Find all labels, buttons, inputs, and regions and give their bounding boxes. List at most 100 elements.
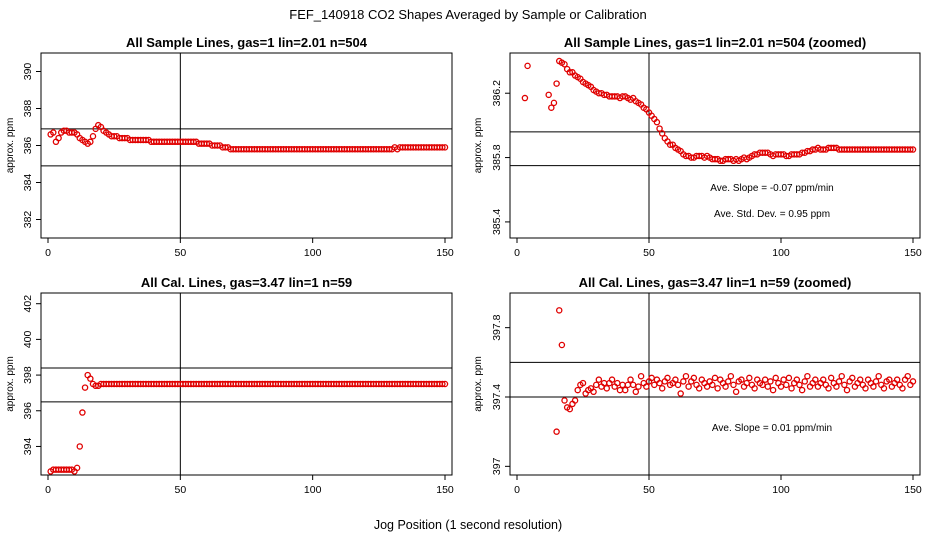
data-point [843, 386, 851, 394]
data-point [801, 378, 809, 385]
y-tick-label: 397 [491, 457, 503, 475]
x-tick-label: 150 [904, 484, 922, 496]
data-point [767, 378, 774, 385]
x-tick-label: 150 [436, 484, 454, 496]
y-tick-label: 386.2 [491, 80, 503, 106]
y-tick-label: 394 [22, 438, 34, 456]
data-point [904, 372, 911, 380]
annotation-text: Ave. Std. Dev. = 0.95 ppm [714, 209, 830, 220]
data-point [386, 145, 393, 153]
y-tick-label: 384 [22, 174, 34, 192]
data-point [566, 69, 574, 76]
data-point [441, 144, 449, 151]
data-point [870, 383, 877, 390]
x-tick-label: 50 [174, 247, 186, 259]
x-tick-label: 0 [514, 247, 520, 259]
data-point [769, 386, 777, 394]
data-point [880, 385, 888, 392]
data-point [677, 390, 684, 397]
data-point [50, 129, 57, 136]
data-point [608, 376, 616, 383]
data-point [653, 118, 661, 126]
chart-title: All Cal. Lines, gas=3.47 lin=1 n=59 (zoo… [579, 275, 852, 290]
data-point [439, 144, 446, 151]
data-point [658, 385, 666, 392]
data-point [553, 428, 560, 435]
data-point [761, 376, 769, 383]
y-tick-label: 385.8 [491, 144, 503, 170]
plot-frame [40, 292, 453, 476]
figure-xlabel: Jog Position (1 second resolution) [374, 518, 562, 532]
data-point [550, 99, 558, 107]
chart-panel-1: All Sample Lines, gas=1 lin=2.01 n=504 ap… [5, 35, 454, 259]
data-point [555, 307, 563, 314]
data-point [73, 464, 81, 472]
plot-frame [40, 52, 453, 239]
data-point [439, 380, 446, 388]
data-point [751, 385, 758, 392]
y-tick-label: 402 [22, 295, 34, 313]
data-point [825, 385, 832, 392]
data-point [783, 381, 790, 389]
figure-title: FEF_140918 CO2 Shapes Averaged by Sample… [289, 7, 646, 22]
data-point [87, 375, 94, 382]
data-point [579, 379, 587, 387]
data-point [680, 378, 687, 385]
y-axis-label: approx. ppm [5, 356, 16, 412]
plot-frame [509, 292, 921, 476]
data-point [909, 378, 917, 385]
plot-frame [509, 52, 921, 239]
data-point [780, 376, 787, 383]
data-point [833, 383, 840, 390]
data-point [558, 341, 566, 349]
data-point [856, 376, 864, 383]
data-point [592, 381, 600, 389]
chart-title: All Cal. Lines, gas=3.47 lin=1 n=59 [141, 275, 352, 290]
y-axis-label: approx. ppm [5, 118, 16, 174]
y-tick-label: 400 [22, 330, 34, 348]
x-tick-label: 0 [514, 484, 520, 496]
data-point [632, 388, 640, 396]
data-point [571, 397, 579, 404]
x-tick-label: 100 [772, 484, 790, 496]
data-point [827, 374, 835, 382]
x-tick-label: 50 [174, 484, 186, 496]
data-point [79, 409, 86, 416]
y-tick-label: 390 [22, 63, 34, 81]
chart-panel-2: All Sample Lines, gas=1 lin=2.01 n=504 (… [473, 35, 922, 259]
y-tick-label: 396 [22, 402, 34, 420]
data-point [885, 376, 893, 383]
data-point [812, 376, 819, 383]
data-point [732, 388, 740, 396]
data-point [772, 374, 779, 382]
data-point [727, 372, 735, 380]
data-point [89, 132, 97, 140]
data-point [553, 80, 560, 87]
data-point [441, 380, 449, 388]
data-point [785, 374, 793, 382]
x-tick-label: 50 [643, 247, 655, 259]
x-tick-label: 0 [45, 484, 51, 496]
data-point [574, 386, 581, 394]
data-point [68, 129, 76, 136]
data-point [730, 381, 737, 389]
data-point [76, 443, 84, 450]
data-point [711, 374, 719, 382]
chart-panel-3: All Cal. Lines, gas=3.47 lin=1 n=59 appro… [5, 275, 454, 496]
x-tick-label: 100 [304, 484, 322, 496]
data-point [841, 381, 848, 389]
data-point [722, 383, 729, 390]
y-tick-label: 388 [22, 100, 34, 118]
chart-title: All Sample Lines, gas=1 lin=2.01 n=504 (… [564, 35, 866, 50]
data-point [566, 405, 574, 413]
data-point [909, 146, 917, 153]
points-group [553, 307, 917, 435]
data-point [524, 62, 531, 70]
data-point [838, 372, 845, 380]
data-point [561, 61, 568, 68]
y-tick-label: 397.4 [491, 384, 503, 410]
data-point [545, 91, 552, 99]
y-axis-label: approx. ppm [473, 118, 484, 174]
data-point [682, 372, 690, 380]
data-point [637, 372, 645, 380]
